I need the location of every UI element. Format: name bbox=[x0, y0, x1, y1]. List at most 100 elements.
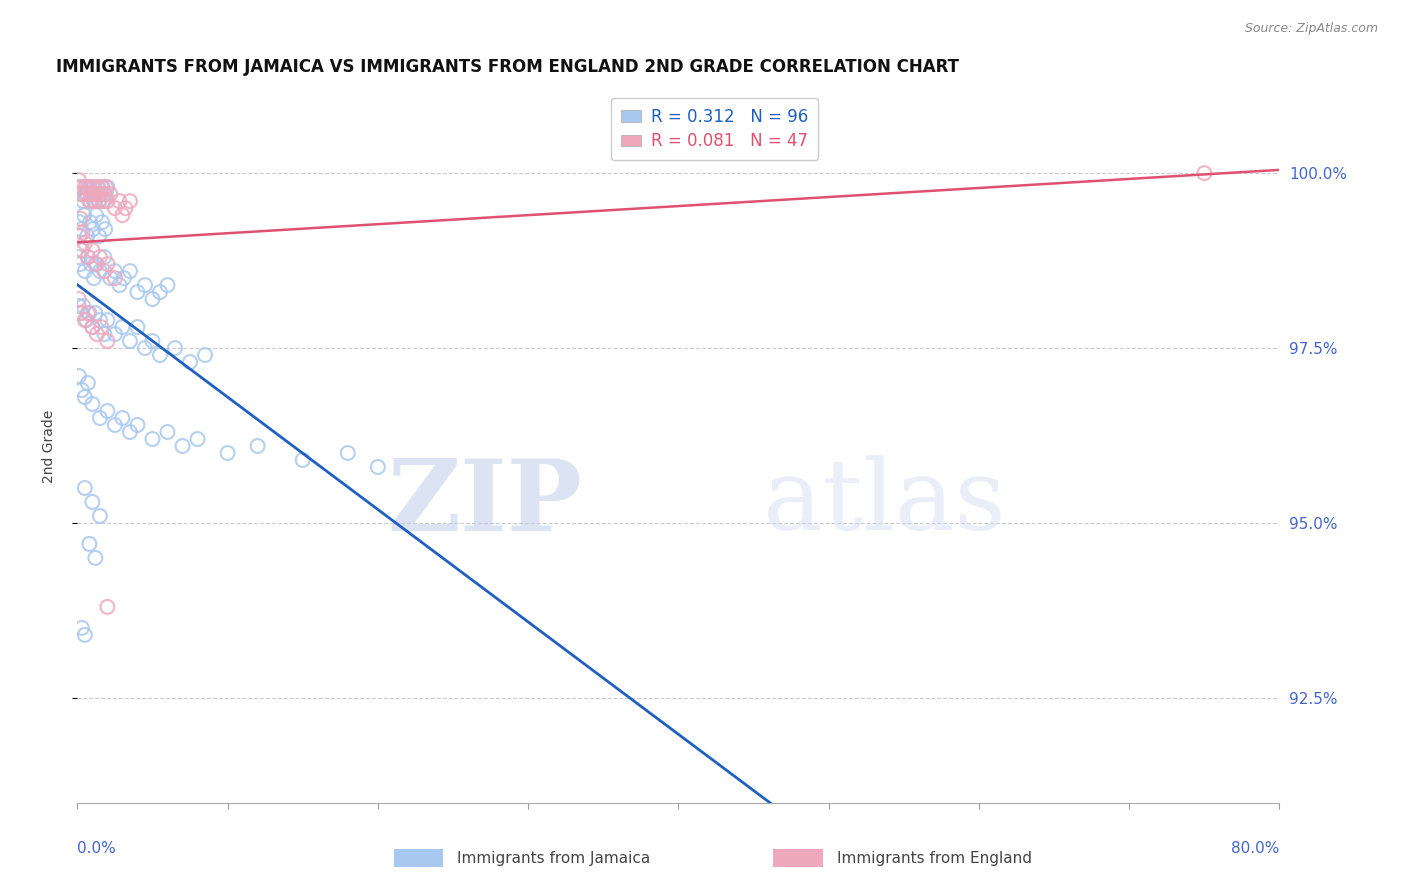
Legend: R = 0.312   N = 96, R = 0.081   N = 47: R = 0.312 N = 96, R = 0.081 N = 47 bbox=[610, 97, 818, 161]
Point bbox=[73, 390, 96, 404]
Point bbox=[94, 180, 117, 194]
Point bbox=[80, 187, 103, 202]
Point bbox=[94, 222, 117, 236]
Point bbox=[96, 194, 118, 208]
Point bbox=[134, 278, 156, 293]
Point bbox=[1194, 166, 1216, 180]
Point bbox=[67, 369, 90, 384]
Point bbox=[104, 264, 127, 278]
Point bbox=[79, 306, 101, 320]
Point bbox=[194, 348, 217, 362]
Point bbox=[86, 327, 108, 342]
Y-axis label: 2nd Grade: 2nd Grade bbox=[42, 409, 56, 483]
Point bbox=[82, 243, 104, 257]
Point bbox=[76, 180, 98, 194]
Point bbox=[149, 285, 172, 299]
Text: atlas: atlas bbox=[762, 455, 1005, 551]
Point bbox=[89, 250, 111, 264]
Point bbox=[69, 306, 91, 320]
Point bbox=[82, 320, 104, 334]
Point bbox=[89, 508, 111, 523]
Point bbox=[87, 229, 110, 244]
Point bbox=[96, 404, 118, 418]
Point bbox=[70, 243, 93, 257]
Point bbox=[75, 313, 97, 327]
Point bbox=[84, 208, 107, 222]
Point bbox=[76, 229, 98, 244]
Point bbox=[69, 215, 91, 229]
Point bbox=[70, 621, 93, 635]
Point bbox=[93, 250, 115, 264]
Point bbox=[83, 194, 105, 208]
Text: Immigrants from Jamaica: Immigrants from Jamaica bbox=[457, 851, 650, 865]
Point bbox=[118, 425, 141, 439]
Point bbox=[127, 417, 149, 432]
Point bbox=[86, 257, 108, 271]
Point bbox=[84, 306, 107, 320]
Point bbox=[82, 320, 104, 334]
Point bbox=[112, 271, 135, 285]
Point bbox=[217, 446, 239, 460]
Point bbox=[82, 495, 104, 509]
Point bbox=[96, 313, 118, 327]
Point bbox=[82, 187, 104, 202]
Point bbox=[79, 537, 101, 551]
Point bbox=[76, 250, 98, 264]
Point bbox=[72, 194, 94, 208]
Point bbox=[127, 320, 149, 334]
Point bbox=[141, 432, 163, 446]
Point bbox=[76, 306, 98, 320]
Point bbox=[91, 194, 114, 208]
Point bbox=[163, 341, 186, 355]
Point bbox=[96, 599, 118, 614]
Point bbox=[73, 180, 96, 194]
Point bbox=[76, 376, 98, 390]
Point bbox=[70, 222, 93, 236]
Point bbox=[70, 187, 93, 202]
Point bbox=[89, 313, 111, 327]
Point bbox=[336, 446, 359, 460]
Point bbox=[93, 264, 115, 278]
Text: 80.0%: 80.0% bbox=[1232, 841, 1279, 856]
Point bbox=[73, 628, 96, 642]
Point bbox=[172, 439, 194, 453]
Point bbox=[94, 187, 117, 202]
Point bbox=[82, 180, 104, 194]
Point bbox=[75, 180, 97, 194]
Point bbox=[127, 285, 149, 299]
Point bbox=[67, 299, 90, 313]
Point bbox=[90, 320, 112, 334]
Point bbox=[104, 271, 127, 285]
Point bbox=[87, 180, 110, 194]
Point bbox=[100, 271, 122, 285]
Point bbox=[111, 208, 134, 222]
Point bbox=[76, 187, 98, 202]
Point bbox=[93, 187, 115, 202]
Point bbox=[89, 194, 111, 208]
Point bbox=[367, 460, 389, 475]
Point bbox=[108, 278, 131, 293]
Point bbox=[72, 226, 94, 240]
Point bbox=[75, 187, 97, 202]
Point bbox=[156, 425, 179, 439]
Point bbox=[83, 180, 105, 194]
Point bbox=[83, 271, 105, 285]
Point bbox=[91, 180, 114, 194]
Text: IMMIGRANTS FROM JAMAICA VS IMMIGRANTS FROM ENGLAND 2ND GRADE CORRELATION CHART: IMMIGRANTS FROM JAMAICA VS IMMIGRANTS FR… bbox=[56, 58, 959, 76]
Point bbox=[93, 194, 115, 208]
Point bbox=[118, 264, 141, 278]
Point bbox=[89, 264, 111, 278]
Point bbox=[69, 257, 91, 271]
Point bbox=[79, 215, 101, 229]
Point bbox=[84, 194, 107, 208]
Point bbox=[90, 187, 112, 202]
Point bbox=[76, 250, 98, 264]
Point bbox=[96, 257, 118, 271]
Point bbox=[111, 411, 134, 425]
Point bbox=[80, 257, 103, 271]
Point bbox=[96, 334, 118, 348]
Point bbox=[246, 439, 269, 453]
Point bbox=[156, 278, 179, 293]
Point bbox=[73, 187, 96, 202]
Point bbox=[69, 180, 91, 194]
